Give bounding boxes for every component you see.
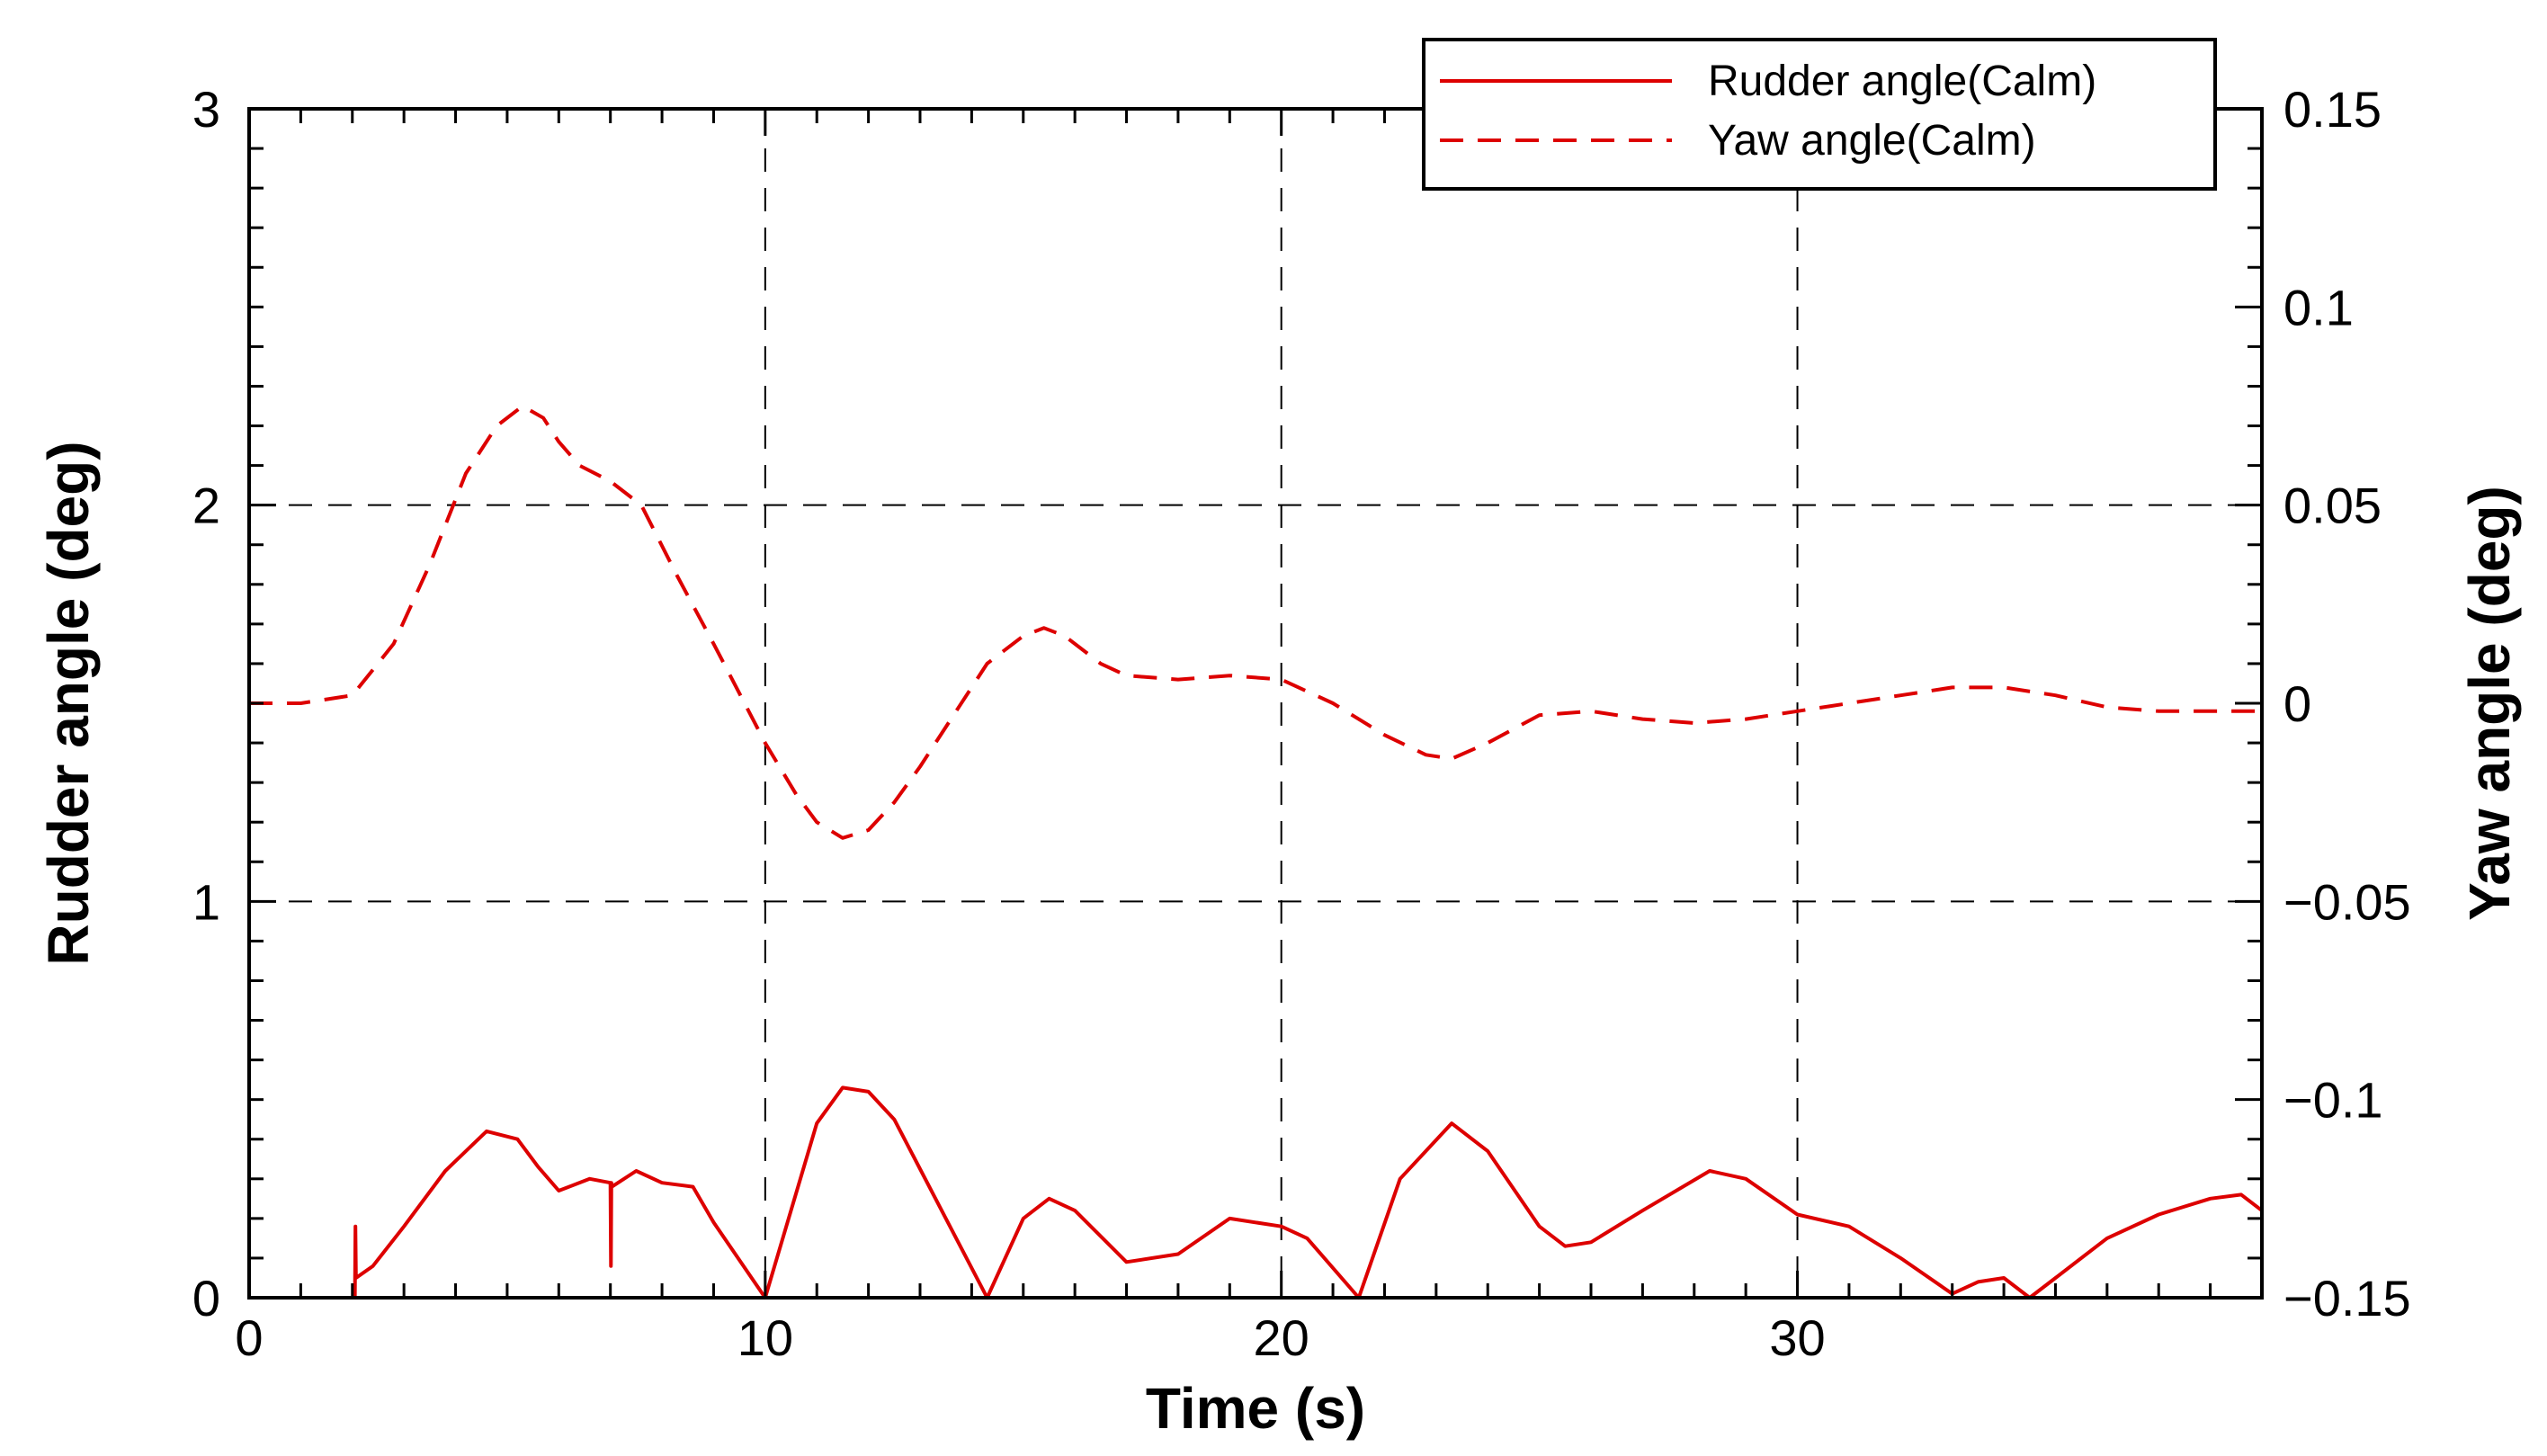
y-right-tick-label: −0.05 [2283,873,2411,930]
grid-lines [249,109,2262,1298]
x-tick-label: 0 [235,1309,263,1366]
y-axis-right-title: Yaw angle (deg) [2457,486,2522,921]
y-right-tick-label: 0.05 [2283,478,2382,534]
legend: Rudder angle(Calm) Yaw angle(Calm) [1422,38,2217,191]
y-axis-left-title: Rudder angle (deg) [36,441,101,965]
y-left-tick-label: 0 [192,1270,220,1326]
x-tick-label: 10 [737,1309,793,1366]
y-left-tick-label: 3 [192,81,220,138]
y-right-tick-label: −0.15 [2283,1270,2411,1326]
series-lines [249,404,2264,1300]
x-axis-title: Time (s) [1146,1376,1365,1441]
series-line-yaw-angle [249,404,2262,840]
series-line-rudder-angle [249,1085,2264,1300]
y-left-tick-label: 2 [192,478,220,534]
y-right-tick-label: 0.1 [2283,279,2354,335]
legend-label-yaw-angle: Yaw angle(Calm) [1708,117,2036,165]
tick-labels: 0 10 20 30 0 1 2 3 −0.15 −0.1 −0.05 0 0.05 0.1 0.15 [192,81,2411,1366]
legend-label-rudder-angle: Rudder angle(Calm) [1708,58,2096,105]
plot-frame [247,107,2264,1300]
y-right-tick-label: 0.15 [2283,81,2382,138]
y-left-tick-label: 1 [192,873,220,930]
tick-marks [247,107,2264,1300]
y-right-tick-label: −0.1 [2283,1072,2383,1129]
x-tick-label: 20 [1254,1309,1309,1366]
x-tick-label: 30 [1769,1309,1825,1366]
y-right-tick-label: 0 [2283,675,2311,732]
legend-box [1422,38,2217,191]
